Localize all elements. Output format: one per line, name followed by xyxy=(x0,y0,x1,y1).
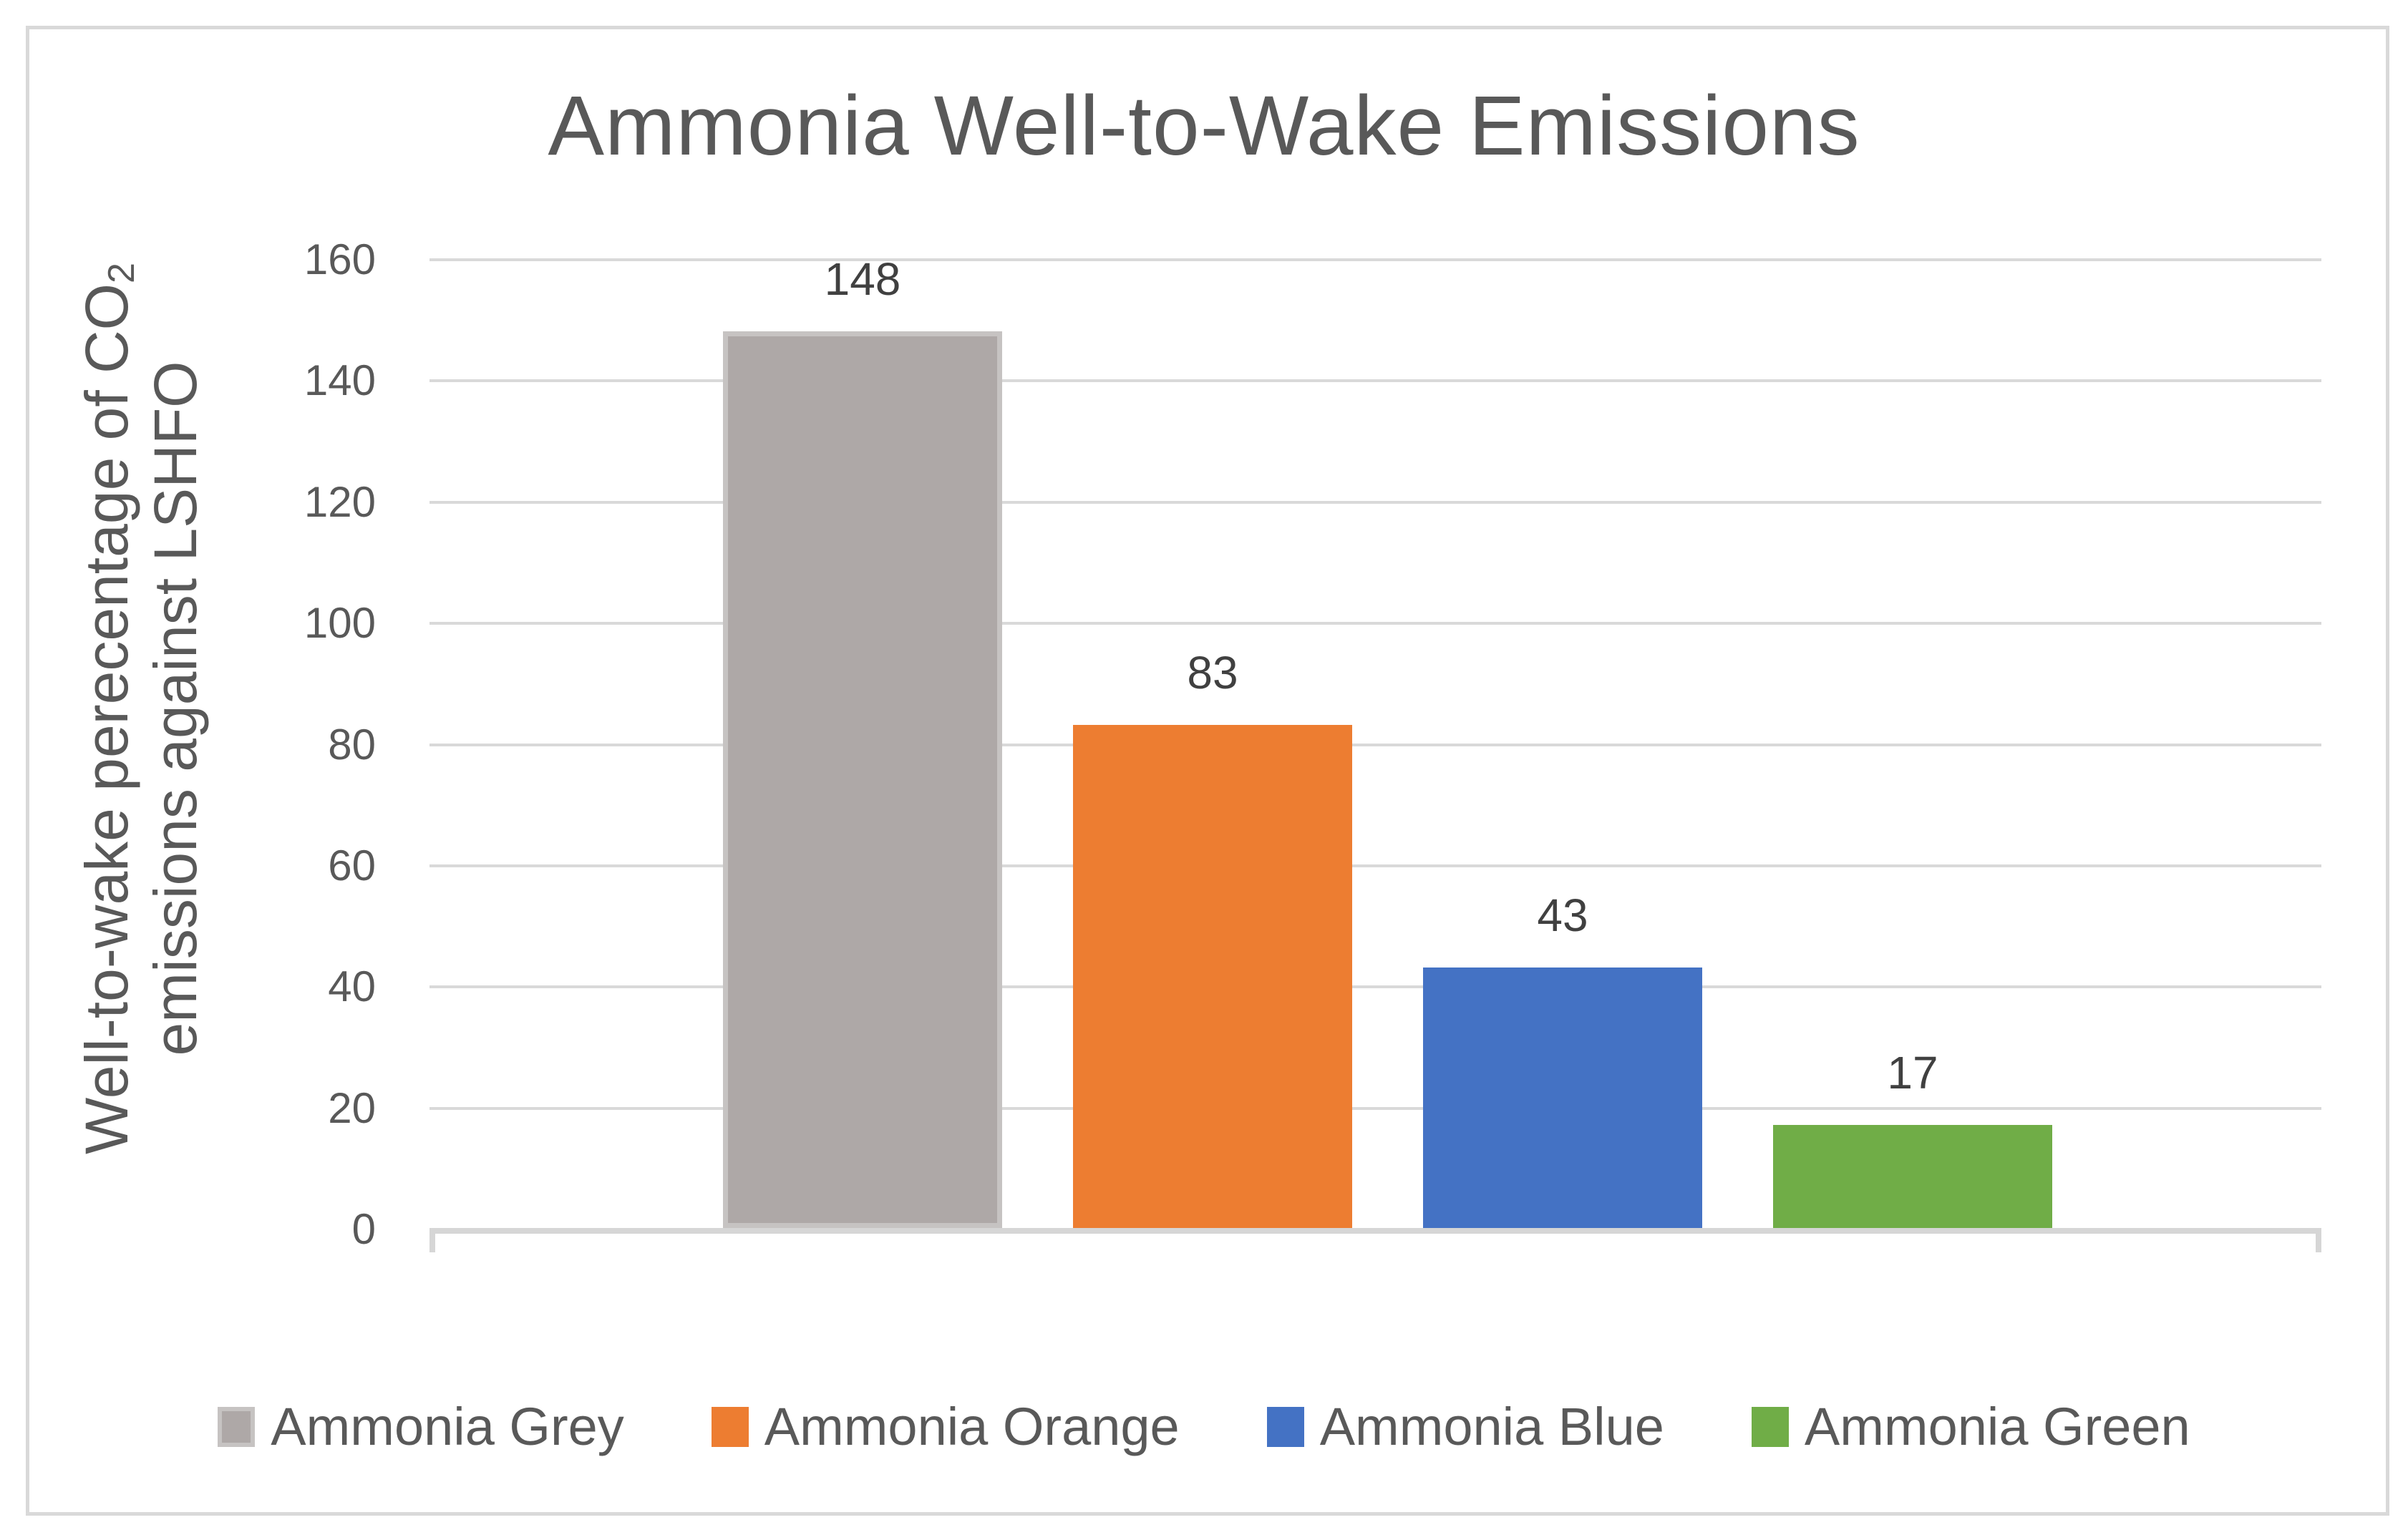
bar-ammonia-blue xyxy=(1423,968,1702,1228)
legend: Ammonia Grey Ammonia Orange Ammonia Blue Am… xyxy=(0,1390,2408,1464)
chart-title: Ammonia Well-to-Wake Emissions xyxy=(548,79,1860,173)
legend-label-ammonia-blue: Ammonia Blue xyxy=(1319,1397,1664,1456)
legend-item-ammonia-grey: Ammonia Grey xyxy=(218,1397,624,1456)
gridline-80 xyxy=(429,744,2321,746)
bar-ammonia-orange xyxy=(1073,725,1352,1228)
legend-item-ammonia-blue: Ammonia Blue xyxy=(1266,1397,1664,1456)
x-axis-line xyxy=(429,1228,2321,1234)
y-axis-title-line1: Well-to-wake perecentage of CO2 xyxy=(73,263,143,1154)
co2-subscript: 2 xyxy=(101,263,143,283)
legend-marker-ammonia-blue xyxy=(1266,1407,1304,1447)
legend-label-ammonia-grey: Ammonia Grey xyxy=(271,1397,624,1456)
y-tick-label-140: 140 xyxy=(304,356,376,404)
legend-item-ammonia-green: Ammonia Green xyxy=(1751,1397,2190,1456)
gridline-100 xyxy=(429,622,2321,625)
legend-label-ammonia-orange: Ammonia Orange xyxy=(764,1397,1180,1456)
y-tick-label-120: 120 xyxy=(304,478,376,526)
y-tick-label-100: 100 xyxy=(304,599,376,647)
bar-ammonia-green xyxy=(1773,1125,2052,1228)
x-axis-tick-left xyxy=(429,1228,435,1252)
x-axis-tick-right xyxy=(2316,1228,2321,1252)
gridline-120 xyxy=(429,501,2321,504)
bar-value-label-ammonia-blue: 43 xyxy=(1537,890,1588,941)
gridline-60 xyxy=(429,864,2321,867)
gridline-20 xyxy=(429,1107,2321,1110)
bar-value-label-ammonia-green: 17 xyxy=(1887,1047,1938,1098)
legend-marker-ammonia-orange xyxy=(711,1407,749,1447)
bar-value-label-ammonia-grey: 148 xyxy=(824,253,901,305)
y-axis-title-text: Well-to-wake perecentage of CO2 emission… xyxy=(73,100,210,1317)
y-tick-label-40: 40 xyxy=(328,962,376,1010)
legend-marker-ammonia-grey xyxy=(218,1407,256,1447)
y-tick-label-160: 160 xyxy=(304,235,376,283)
legend-marker-ammonia-green xyxy=(1751,1407,1789,1447)
y-tick-label-20: 20 xyxy=(328,1084,376,1132)
legend-label-ammonia-green: Ammonia Green xyxy=(1804,1397,2190,1456)
y-tick-label-0: 0 xyxy=(351,1205,376,1253)
legend-item-ammonia-orange: Ammonia Orange xyxy=(711,1397,1180,1456)
y-tick-label-80: 80 xyxy=(328,721,376,769)
y-tick-label-60: 60 xyxy=(328,842,376,890)
gridline-140 xyxy=(429,379,2321,382)
gridline-40 xyxy=(429,985,2321,988)
gridline-160 xyxy=(429,258,2321,261)
bar-value-label-ammonia-orange: 83 xyxy=(1187,647,1238,698)
bar-ammonia-grey xyxy=(723,331,1002,1228)
